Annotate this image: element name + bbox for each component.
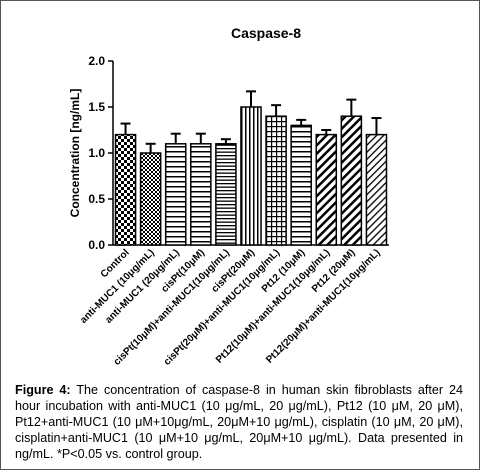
y-tick-label: 1.5 — [88, 100, 105, 114]
caption-label: Figure 4: — [15, 383, 71, 397]
y-tick-label: 2.0 — [88, 54, 105, 68]
y-tick-label: 0.5 — [88, 192, 105, 206]
bar — [215, 143, 237, 246]
chart: Caspase-8 Concentration [ng/mL] 0.0 0.5 1.… — [68, 25, 389, 368]
bar — [290, 124, 312, 246]
bar — [190, 143, 212, 246]
chart-title: Caspase-8 — [231, 25, 301, 41]
y-axis-label: Concentration [ng/mL] — [68, 89, 82, 218]
y-tick-label: 0.0 — [88, 238, 105, 252]
bar — [139, 152, 162, 246]
bar — [114, 133, 137, 246]
y-tick-label: 1.0 — [88, 146, 105, 160]
bar — [340, 115, 363, 246]
bar — [365, 133, 388, 246]
caption: Figure 4: The concentration of caspase-8… — [15, 382, 463, 462]
bar — [240, 106, 262, 246]
bar — [315, 133, 338, 246]
bar — [265, 115, 287, 246]
bar — [164, 143, 187, 246]
caption-text: The concentration of caspase-8 in human … — [15, 383, 463, 461]
